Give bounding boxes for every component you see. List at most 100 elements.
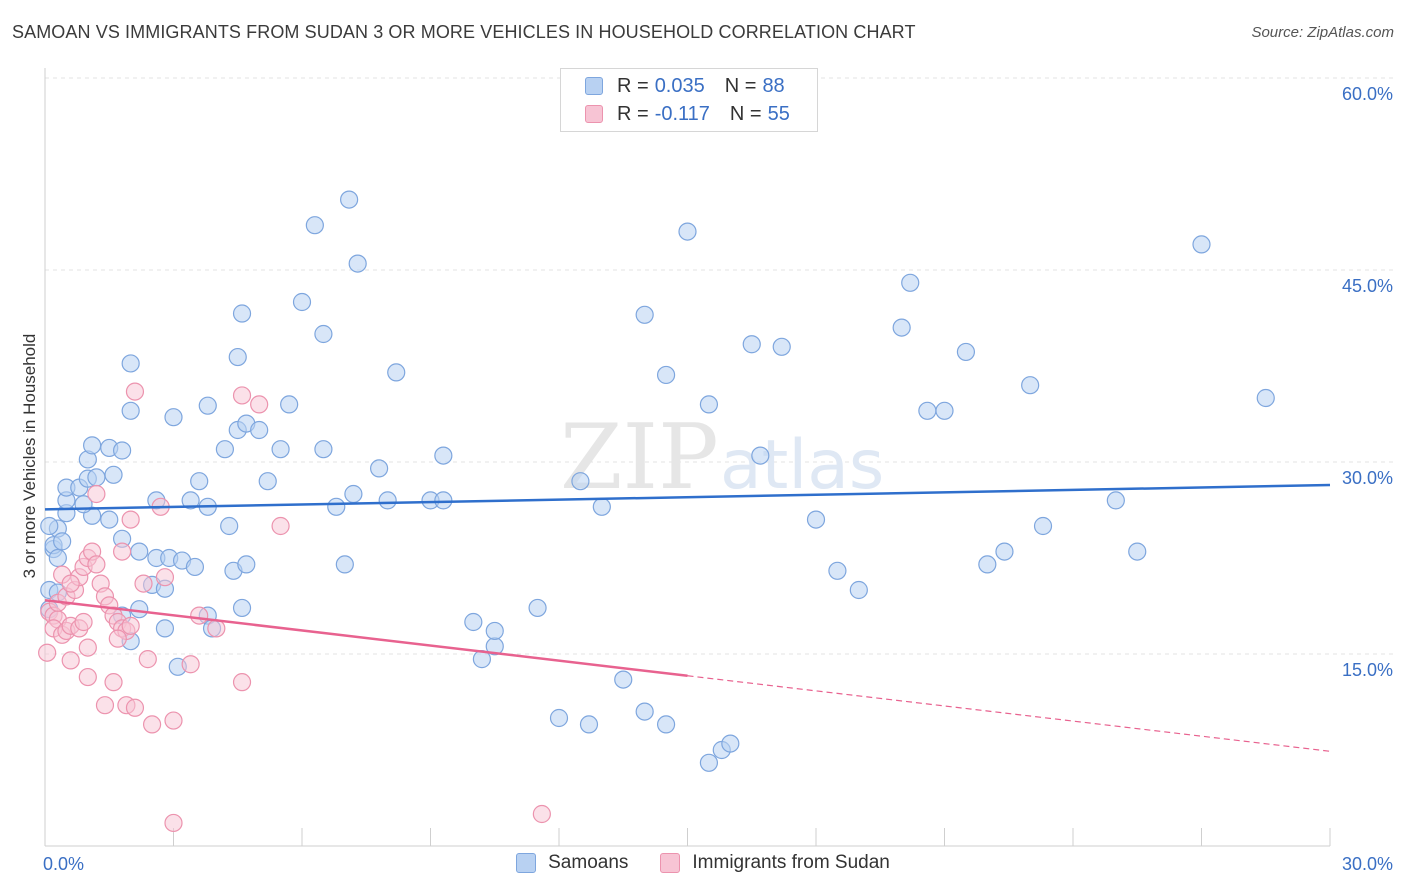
legend-n-value: 55 xyxy=(767,102,790,125)
legend-swatch-pink xyxy=(585,105,603,123)
sudan-point xyxy=(121,616,140,635)
samoan-point xyxy=(228,347,247,367)
x-tick-label: 30.0% xyxy=(1342,854,1393,874)
samoan-point xyxy=(1256,388,1275,408)
samoan-point xyxy=(292,292,312,312)
sudan-point xyxy=(87,484,106,504)
samoan-point xyxy=(935,401,954,420)
samoan-point xyxy=(1033,516,1053,536)
legend-label-sudan: Immigrants from Sudan xyxy=(692,852,890,873)
samoan-point xyxy=(190,472,209,491)
samoan-point xyxy=(656,715,676,734)
samoan-point xyxy=(1192,235,1211,254)
samoan-point xyxy=(232,598,252,618)
samoan-point xyxy=(464,612,483,632)
sudan-point xyxy=(164,711,183,730)
samoan-point xyxy=(434,491,453,510)
legend-row-sudan: R = -0.117 N = 55 xyxy=(585,101,790,127)
samoan-point xyxy=(772,337,791,356)
samoan-point xyxy=(434,446,453,465)
watermark-atlas: atlas xyxy=(720,426,884,505)
sudan-point xyxy=(134,574,153,593)
samoan-point xyxy=(635,702,654,721)
sudan-point xyxy=(74,612,93,632)
samoan-point xyxy=(1021,376,1040,395)
samoan-point xyxy=(250,420,269,440)
samoan-point xyxy=(806,510,826,529)
y-tick-label: 60.0% xyxy=(1342,84,1393,104)
legend-r-value: -0.117 xyxy=(654,102,710,125)
samoan-point xyxy=(335,555,354,574)
samoan-point xyxy=(956,342,976,362)
samoan-point xyxy=(198,396,217,415)
samoan-point xyxy=(901,273,920,292)
samoan-point xyxy=(995,542,1014,561)
samoan-point xyxy=(344,484,363,504)
samoan-point xyxy=(104,465,123,484)
sudan-point xyxy=(271,516,290,536)
axes xyxy=(44,68,1331,847)
samoan-point xyxy=(571,472,590,491)
legend-r-label: R = xyxy=(617,102,649,125)
samoan-point xyxy=(579,715,599,734)
samoan-point xyxy=(280,395,299,414)
samoan-point xyxy=(232,304,252,323)
samoan-point xyxy=(87,468,106,487)
sudan-point xyxy=(61,651,80,670)
legend-item-sudan[interactable]: Immigrants from Sudan xyxy=(660,852,890,874)
sudan-point xyxy=(138,650,157,669)
trend-line-sudan xyxy=(44,598,688,678)
legend-item-samoans[interactable]: Samoans xyxy=(516,852,628,874)
legend-n-value: 88 xyxy=(762,74,785,97)
y-tick-label: 15.0% xyxy=(1342,660,1393,680)
samoan-point xyxy=(828,561,847,580)
samoan-point xyxy=(327,497,346,516)
samoan-point xyxy=(155,619,175,638)
watermark-zip: ZIP xyxy=(560,405,719,510)
legend-swatch-blue xyxy=(516,853,537,873)
legend-n-label: N = xyxy=(724,74,757,97)
samoan-point xyxy=(892,318,911,337)
legend-r-label: R = xyxy=(617,74,649,97)
sudan-point xyxy=(95,696,115,715)
samoan-point xyxy=(237,555,256,574)
sudan-point xyxy=(125,382,145,401)
samoan-point xyxy=(592,497,611,516)
sudan-point xyxy=(78,638,97,657)
trend-lines xyxy=(44,483,1331,752)
samoan-point xyxy=(164,408,183,427)
samoan-point xyxy=(549,708,569,728)
samoan-point xyxy=(100,510,119,529)
samoan-point xyxy=(528,598,547,618)
samoan-point xyxy=(348,254,367,273)
sudan-point xyxy=(232,386,252,405)
samoan-point xyxy=(742,335,761,354)
sudan-point xyxy=(38,643,57,662)
sudan-point xyxy=(78,667,97,687)
tick-labels: 15.0% 30.0% 45.0% 60.0% 0.0% 30.0% xyxy=(43,84,1393,874)
legend-n-label: N = xyxy=(729,102,762,125)
samoan-point xyxy=(314,440,333,459)
legend-swatch-blue xyxy=(585,77,603,95)
samoan-point xyxy=(181,491,200,510)
sudan-point xyxy=(532,804,551,824)
legend-stats: R = 0.035 N = 88 R = -0.117 N = 55 xyxy=(560,68,818,132)
series-sudan xyxy=(38,382,551,833)
samoan-point xyxy=(1128,542,1147,561)
sudan-point xyxy=(142,715,162,734)
samoan-point xyxy=(305,216,324,235)
samoan-point xyxy=(1106,491,1125,510)
sudan-point xyxy=(250,395,269,414)
sudan-point xyxy=(232,673,252,692)
y-tick-label: 30.0% xyxy=(1342,468,1393,488)
legend-label-samoans: Samoans xyxy=(548,852,629,873)
sudan-point xyxy=(164,813,183,833)
sudan-point xyxy=(112,542,132,561)
samoan-point xyxy=(83,436,102,455)
samoan-point xyxy=(215,440,234,459)
samoan-point xyxy=(699,395,719,414)
samoan-point xyxy=(185,557,205,577)
y-tick-label: 45.0% xyxy=(1342,276,1393,296)
samoan-point xyxy=(721,734,740,753)
